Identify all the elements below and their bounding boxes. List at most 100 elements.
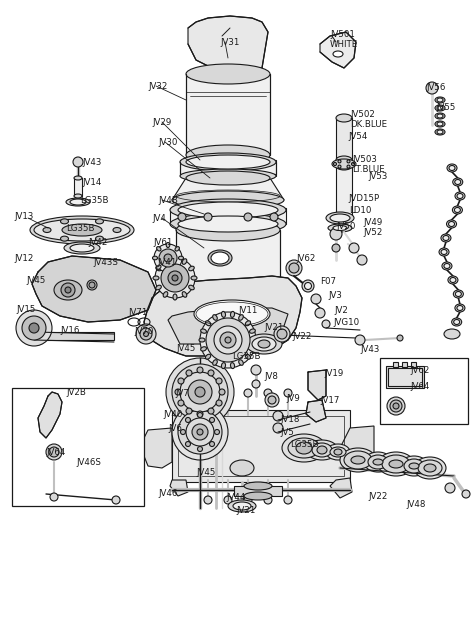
Ellipse shape bbox=[70, 199, 86, 205]
Circle shape bbox=[49, 447, 59, 457]
Ellipse shape bbox=[208, 250, 232, 266]
Text: JV6: JV6 bbox=[168, 424, 182, 433]
Circle shape bbox=[161, 264, 189, 292]
Ellipse shape bbox=[312, 443, 332, 457]
Text: JV19: JV19 bbox=[324, 369, 343, 378]
Ellipse shape bbox=[444, 263, 450, 268]
Circle shape bbox=[22, 316, 46, 340]
Ellipse shape bbox=[457, 305, 463, 310]
Circle shape bbox=[172, 364, 228, 420]
Ellipse shape bbox=[448, 276, 458, 284]
Circle shape bbox=[87, 280, 97, 290]
Bar bbox=[234, 486, 282, 496]
Circle shape bbox=[214, 326, 242, 354]
Circle shape bbox=[216, 378, 222, 384]
Ellipse shape bbox=[201, 347, 207, 351]
Circle shape bbox=[144, 331, 148, 336]
Ellipse shape bbox=[334, 449, 342, 455]
Ellipse shape bbox=[368, 455, 388, 469]
Circle shape bbox=[186, 370, 192, 376]
Ellipse shape bbox=[351, 456, 365, 464]
Text: JV22: JV22 bbox=[292, 332, 311, 341]
Polygon shape bbox=[168, 308, 288, 344]
Circle shape bbox=[208, 408, 214, 414]
Circle shape bbox=[289, 263, 299, 273]
Bar bbox=[74, 178, 82, 196]
Circle shape bbox=[268, 396, 276, 404]
Circle shape bbox=[332, 244, 340, 252]
Circle shape bbox=[445, 483, 455, 493]
Ellipse shape bbox=[156, 266, 161, 271]
Bar bbox=[180, 160, 276, 174]
Ellipse shape bbox=[437, 122, 443, 126]
Ellipse shape bbox=[199, 338, 205, 342]
Ellipse shape bbox=[244, 492, 272, 500]
Ellipse shape bbox=[455, 207, 460, 212]
Text: JV43S: JV43S bbox=[93, 258, 118, 267]
Text: JV18: JV18 bbox=[280, 415, 300, 424]
Circle shape bbox=[304, 282, 311, 289]
Circle shape bbox=[46, 444, 62, 460]
Ellipse shape bbox=[455, 179, 461, 184]
Text: JV48: JV48 bbox=[406, 500, 425, 509]
Text: JV45: JV45 bbox=[26, 276, 46, 285]
Ellipse shape bbox=[344, 451, 372, 469]
Text: JV9: JV9 bbox=[286, 394, 300, 403]
Bar bbox=[34, 332, 114, 340]
Ellipse shape bbox=[332, 159, 356, 169]
Circle shape bbox=[338, 165, 341, 168]
Ellipse shape bbox=[189, 266, 194, 271]
Ellipse shape bbox=[340, 448, 376, 472]
Circle shape bbox=[188, 380, 212, 404]
Ellipse shape bbox=[61, 236, 69, 241]
Polygon shape bbox=[140, 428, 172, 468]
Circle shape bbox=[244, 213, 252, 221]
Ellipse shape bbox=[178, 202, 278, 218]
Ellipse shape bbox=[328, 224, 352, 232]
Ellipse shape bbox=[249, 329, 255, 333]
Circle shape bbox=[208, 370, 214, 376]
Ellipse shape bbox=[113, 228, 121, 233]
Ellipse shape bbox=[180, 169, 276, 183]
Ellipse shape bbox=[153, 256, 157, 259]
Circle shape bbox=[265, 393, 279, 407]
Circle shape bbox=[166, 358, 234, 426]
Ellipse shape bbox=[373, 459, 383, 465]
Text: JV44: JV44 bbox=[226, 493, 246, 502]
Ellipse shape bbox=[455, 304, 465, 312]
Circle shape bbox=[355, 335, 365, 345]
Text: JV32: JV32 bbox=[148, 82, 167, 91]
Ellipse shape bbox=[182, 292, 187, 297]
Text: JVG10: JVG10 bbox=[333, 318, 359, 327]
Ellipse shape bbox=[34, 219, 130, 241]
Text: JV12: JV12 bbox=[14, 254, 33, 263]
Text: JV15: JV15 bbox=[16, 305, 36, 314]
Ellipse shape bbox=[404, 459, 424, 473]
Text: JV7: JV7 bbox=[175, 389, 189, 398]
Circle shape bbox=[73, 157, 83, 167]
Circle shape bbox=[181, 429, 185, 434]
Ellipse shape bbox=[186, 145, 270, 165]
Text: JV45: JV45 bbox=[176, 344, 195, 353]
Ellipse shape bbox=[389, 460, 403, 468]
Text: JV3: JV3 bbox=[328, 291, 342, 300]
Ellipse shape bbox=[452, 206, 463, 214]
Circle shape bbox=[273, 423, 283, 433]
Ellipse shape bbox=[228, 500, 256, 512]
Ellipse shape bbox=[233, 502, 251, 510]
Ellipse shape bbox=[213, 315, 217, 321]
Text: JV5: JV5 bbox=[280, 428, 294, 437]
Text: JV49: JV49 bbox=[363, 218, 382, 227]
Ellipse shape bbox=[70, 244, 94, 252]
Ellipse shape bbox=[170, 213, 286, 235]
Ellipse shape bbox=[437, 98, 443, 102]
Polygon shape bbox=[330, 478, 352, 498]
Circle shape bbox=[178, 213, 186, 221]
Circle shape bbox=[204, 213, 212, 221]
Ellipse shape bbox=[333, 226, 347, 230]
Text: JV61: JV61 bbox=[153, 238, 173, 247]
Ellipse shape bbox=[176, 219, 280, 241]
Polygon shape bbox=[172, 178, 284, 200]
Circle shape bbox=[198, 446, 202, 452]
Circle shape bbox=[61, 283, 75, 297]
